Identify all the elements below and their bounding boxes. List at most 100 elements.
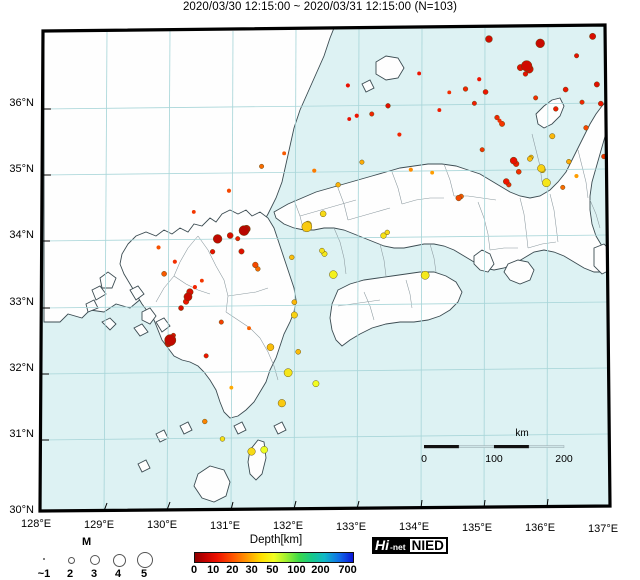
epicenter-marker[interactable] xyxy=(178,305,184,311)
epicenter-marker[interactable] xyxy=(593,81,600,88)
lat-label-36n: 36°N xyxy=(9,97,34,109)
lon-label-133e: 133°E xyxy=(336,521,367,533)
epicenter-marker[interactable] xyxy=(417,71,422,76)
epicenter-marker[interactable] xyxy=(238,248,245,255)
epicenter-marker[interactable] xyxy=(335,182,341,188)
epicenter-marker[interactable] xyxy=(289,254,295,260)
epicenter-marker[interactable] xyxy=(462,86,469,92)
epicenter-marker[interactable] xyxy=(430,170,435,175)
epicenter-marker[interactable] xyxy=(509,156,518,165)
epicenter-marker[interactable] xyxy=(319,247,325,254)
epicenter-marker[interactable] xyxy=(455,194,462,202)
epicenter-marker[interactable] xyxy=(521,60,533,72)
epicenter-marker[interactable] xyxy=(542,178,551,188)
epicenter-marker[interactable] xyxy=(229,385,234,390)
epicenter-marker[interactable] xyxy=(522,71,529,77)
epicenter-marker[interactable] xyxy=(260,446,268,454)
epicenter-marker[interactable] xyxy=(219,436,226,442)
epicenter-marker[interactable] xyxy=(226,232,234,239)
epicenter-marker[interactable] xyxy=(369,111,375,117)
epicenter-marker[interactable] xyxy=(447,90,452,95)
epicenter-marker[interactable] xyxy=(283,368,293,378)
epicenter-marker[interactable] xyxy=(235,236,241,242)
epicenter-marker[interactable] xyxy=(247,326,251,331)
epicenter-marker[interactable] xyxy=(515,169,522,175)
epicenter-marker[interactable] xyxy=(282,151,287,156)
epicenter-marker[interactable] xyxy=(494,114,500,121)
epicenter-marker[interactable] xyxy=(479,147,485,153)
epicenter-marker[interactable] xyxy=(312,380,320,388)
epicenter-marker[interactable] xyxy=(238,225,250,236)
epicenter-marker[interactable] xyxy=(579,99,585,105)
epicenter-marker[interactable] xyxy=(277,399,286,408)
epicenter-marker[interactable] xyxy=(191,209,196,214)
epicenter-marker[interactable] xyxy=(397,132,402,137)
epicenter-marker[interactable] xyxy=(408,167,413,172)
map-frame xyxy=(38,23,612,513)
epicenter-marker[interactable] xyxy=(301,221,313,233)
epicenter-marker[interactable] xyxy=(312,168,317,173)
hinet-hi-text: Hi xyxy=(375,537,389,553)
epicenter-marker[interactable] xyxy=(259,163,265,169)
epicenter-marker[interactable] xyxy=(437,108,442,113)
epicenter-marker[interactable] xyxy=(156,245,161,250)
epicenter-marker[interactable] xyxy=(527,156,533,162)
magnitude-label-2: 3 xyxy=(90,568,98,580)
epicenter-marker[interactable] xyxy=(202,418,208,425)
epicenter-marker[interactable] xyxy=(164,334,177,347)
epicenter-marker[interactable] xyxy=(420,270,430,280)
epicenter-marker[interactable] xyxy=(535,38,545,48)
epicenter-marker[interactable] xyxy=(209,249,216,255)
epicenter-marker[interactable] xyxy=(477,77,482,82)
epicenter-marker[interactable] xyxy=(537,164,546,173)
epicenter-marker[interactable] xyxy=(583,125,589,131)
epicenter-marker[interactable] xyxy=(183,292,193,302)
epicenter-marker[interactable] xyxy=(347,117,352,121)
epicenter-marker[interactable] xyxy=(226,188,232,193)
epicenter-marker[interactable] xyxy=(218,319,224,325)
epicenter-marker[interactable] xyxy=(482,89,489,95)
epicenter-markers[interactable] xyxy=(156,32,607,456)
epicenter-marker[interactable] xyxy=(291,299,298,305)
epicenter-marker[interactable] xyxy=(345,83,350,88)
lat-label-32n: 32°N xyxy=(9,362,34,374)
epicenter-marker[interactable] xyxy=(199,278,204,283)
epicenter-marker[interactable] xyxy=(290,311,298,319)
depth-colorbar xyxy=(194,552,354,563)
epicenter-marker[interactable] xyxy=(172,259,177,264)
epicenter-marker[interactable] xyxy=(247,447,256,456)
epicenter-marker[interactable] xyxy=(562,86,569,93)
epicenter-marker[interactable] xyxy=(499,120,505,127)
epicenter-marker[interactable] xyxy=(266,343,275,351)
epicenter-marker[interactable] xyxy=(385,103,391,109)
map-canvas[interactable]: km 0 100 200 xyxy=(38,22,614,514)
scale-tick-100: 100 xyxy=(485,453,503,465)
epicenter-marker[interactable] xyxy=(533,95,539,101)
epicenter-marker[interactable] xyxy=(574,53,580,59)
epicenter-marker[interactable] xyxy=(566,159,572,165)
epicenter-marker[interactable] xyxy=(295,349,301,355)
epicenter-marker[interactable] xyxy=(485,35,493,43)
lon-label-129e: 129°E xyxy=(84,519,115,531)
page-title: 2020/03/30 12:15:00 ~ 2020/03/31 12:15:0… xyxy=(182,1,458,13)
epicenter-marker[interactable] xyxy=(471,100,477,106)
epicenter-marker[interactable] xyxy=(553,106,559,112)
epicenter-marker[interactable] xyxy=(192,285,197,290)
epicenter-marker[interactable] xyxy=(329,270,338,279)
epicenter-marker[interactable] xyxy=(503,178,510,185)
depth-legend: Depth[km] 0 10 20 30 50 100 200 700 xyxy=(186,534,366,578)
epicenter-marker[interactable] xyxy=(252,261,259,269)
epicenter-marker[interactable] xyxy=(319,210,327,218)
epicenter-marker[interactable] xyxy=(380,232,387,239)
epicenter-marker[interactable] xyxy=(549,133,556,140)
epicenter-marker[interactable] xyxy=(598,100,604,107)
epicenter-marker[interactable] xyxy=(354,113,359,118)
epicenter-marker[interactable] xyxy=(359,159,365,165)
epicenter-marker[interactable] xyxy=(574,173,579,179)
epicenter-marker[interactable] xyxy=(384,229,390,236)
epicenter-marker[interactable] xyxy=(212,234,223,244)
epicenter-marker[interactable] xyxy=(589,32,597,40)
epicenter-marker[interactable] xyxy=(161,271,167,277)
epicenter-marker[interactable] xyxy=(560,184,566,190)
epicenter-marker[interactable] xyxy=(203,353,209,359)
